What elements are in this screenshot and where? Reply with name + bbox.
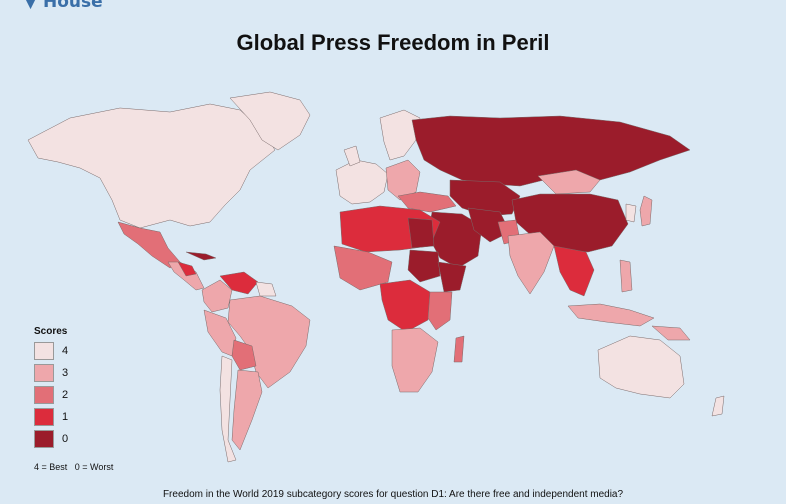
region-honduras xyxy=(177,261,197,277)
logo-mark-icon: ▼ xyxy=(24,0,38,12)
legend-label: 4 xyxy=(62,345,69,357)
legend-label: 1 xyxy=(62,411,69,423)
legend: Scores 4 3 2 1 0 xyxy=(34,326,68,450)
region-western-europe xyxy=(335,159,389,205)
region-australia xyxy=(597,335,685,399)
region-central-africa xyxy=(379,279,431,333)
region-uk xyxy=(343,145,361,167)
footer-caption: Freedom in the World 2019 subcategory sc… xyxy=(162,489,624,500)
region-iran xyxy=(467,207,511,243)
region-indonesia xyxy=(567,303,655,327)
region-mongolia xyxy=(537,169,601,195)
region-new-zealand xyxy=(711,395,725,417)
legend-item-0: 0 xyxy=(34,428,68,450)
region-madagascar xyxy=(453,335,465,363)
logo-text: House xyxy=(43,0,103,12)
legend-label: 0 xyxy=(62,433,69,445)
region-scandinavia xyxy=(379,109,421,161)
region-japan xyxy=(639,195,653,227)
region-brazil xyxy=(227,295,311,389)
region-venezuela xyxy=(219,271,259,295)
legend-note: 4 = Best 0 = Worst xyxy=(34,462,114,472)
legend-title: Scores xyxy=(34,326,68,337)
region-eastern-europe xyxy=(385,159,421,201)
region-philippines xyxy=(619,259,633,293)
legend-swatch xyxy=(34,364,54,382)
region-balkans-turkey xyxy=(397,191,457,213)
legend-label: 2 xyxy=(62,389,69,401)
region-russia xyxy=(411,115,691,187)
region-bolivia xyxy=(231,339,257,371)
region-north-america xyxy=(27,103,276,229)
legend-item-4: 4 xyxy=(34,340,68,362)
region-horn-africa xyxy=(437,261,467,293)
region-cuba xyxy=(185,251,217,261)
region-india xyxy=(507,231,555,295)
region-east-africa xyxy=(427,291,453,331)
legend-swatch xyxy=(34,408,54,426)
region-chile xyxy=(219,355,237,463)
region-korea xyxy=(625,203,637,223)
region-west-africa xyxy=(333,245,393,291)
legend-item-2: 2 xyxy=(34,384,68,406)
region-egypt xyxy=(407,217,435,249)
region-greenland xyxy=(229,91,311,151)
legend-swatch xyxy=(34,386,54,404)
region-papua xyxy=(651,325,691,341)
legend-item-3: 3 xyxy=(34,362,68,384)
legend-swatch xyxy=(34,430,54,448)
region-southern-africa xyxy=(391,327,439,393)
legend-swatch xyxy=(34,342,54,360)
region-sudan xyxy=(407,249,441,283)
logo: ▼ House xyxy=(24,0,103,12)
legend-item-1: 1 xyxy=(34,406,68,428)
legend-label: 3 xyxy=(62,367,69,379)
region-guianas xyxy=(255,281,277,297)
region-mexico xyxy=(117,221,181,269)
region-argentina xyxy=(231,369,263,451)
map-title: Global Press Freedom in Peril xyxy=(236,30,550,55)
region-colombia xyxy=(201,279,233,313)
region-southeast-asia xyxy=(553,245,595,297)
